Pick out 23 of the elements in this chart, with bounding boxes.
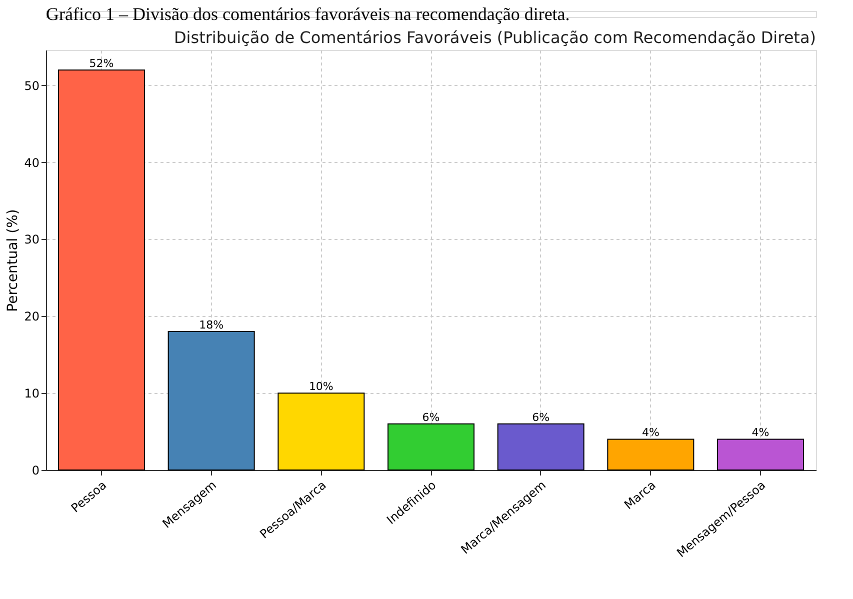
bar [607,438,694,470]
y-tick-label: 20 [24,310,40,324]
y-tick-label: 10 [24,386,40,401]
bar [717,438,804,470]
data-label: 18% [199,318,224,332]
data-label: 52% [89,57,114,70]
data-label: 6% [422,410,440,424]
data-label: 4% [642,426,660,440]
y-tick-label: 50 [24,78,40,93]
bar [497,423,584,470]
y-tick-label: 30 [24,232,40,247]
data-label: 4% [752,426,770,440]
bar [168,331,255,470]
y-tick-label: 0 [32,464,40,478]
text: Gráfico 1 – Divisão dos comentários favoráveis na recomendação direta. [46,4,570,24]
y-tick-label: 40 [24,156,40,170]
y-axis-title: Percentual (%) [5,209,22,312]
chart-title: Distribuição de Comentários Favoráveis (Publicação com Recomendação Direta) [174,28,816,47]
bar [388,423,474,470]
data-label: 10% [308,380,334,394]
bar [58,70,145,470]
data-label: 6% [532,410,550,424]
bar [278,392,365,470]
